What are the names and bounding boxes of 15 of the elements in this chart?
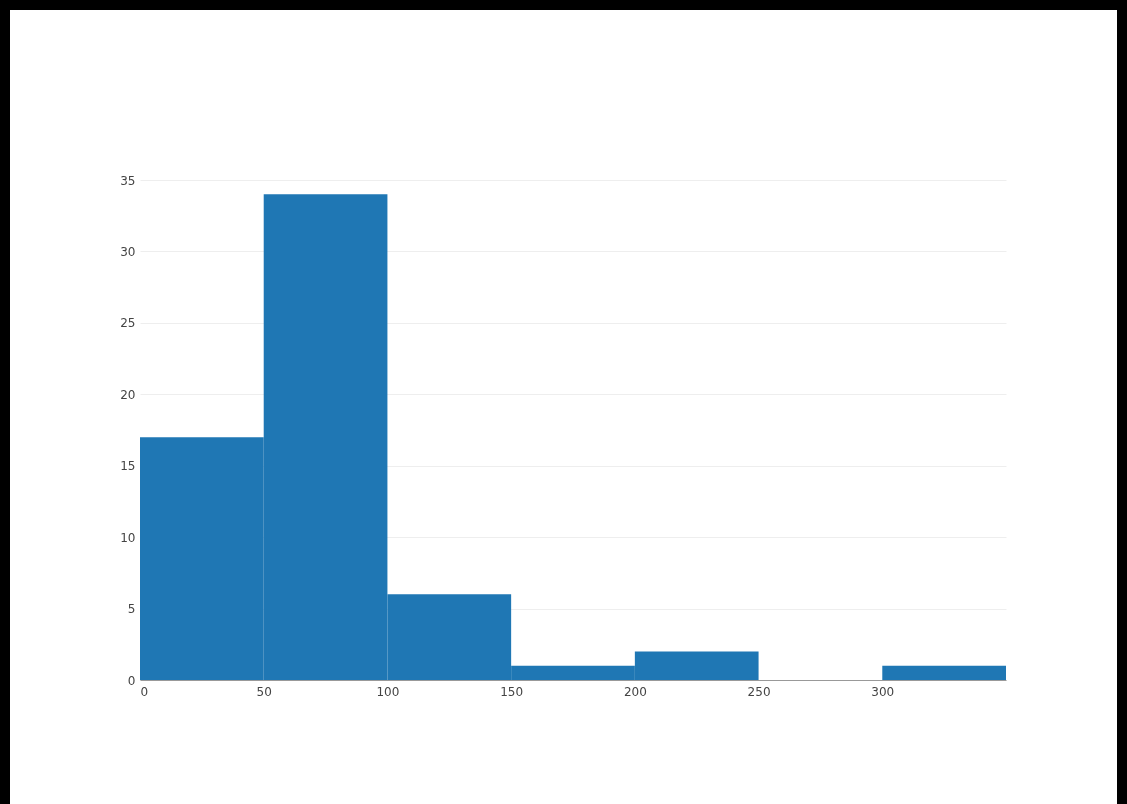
x-tick-label: 50 xyxy=(256,684,272,699)
x-tick-label: 300 xyxy=(871,684,895,699)
x-tick-label: 0 xyxy=(140,684,149,699)
y-tick-label: 20 xyxy=(120,387,136,402)
y-tick-label: 0 xyxy=(127,673,136,688)
y-tick-label: 15 xyxy=(120,459,136,474)
x-tick-label: 250 xyxy=(747,684,771,699)
y-tick-label: 25 xyxy=(120,316,136,331)
x-tick-label: 200 xyxy=(623,684,647,699)
y-tick-label: 30 xyxy=(120,244,136,259)
y-tick-label: 35 xyxy=(120,173,136,188)
x-tick-label: 150 xyxy=(500,684,524,699)
y-tick-label: 5 xyxy=(127,602,136,617)
y-tick-label: 10 xyxy=(120,530,136,545)
x-tick-label: 100 xyxy=(376,684,400,699)
